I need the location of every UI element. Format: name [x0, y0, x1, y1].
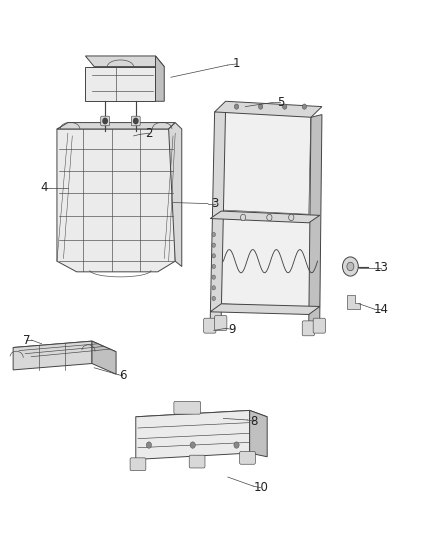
- FancyBboxPatch shape: [101, 116, 110, 126]
- Polygon shape: [210, 109, 226, 320]
- Polygon shape: [13, 341, 116, 360]
- Circle shape: [240, 214, 246, 221]
- Text: 10: 10: [253, 481, 268, 494]
- Polygon shape: [309, 115, 322, 322]
- FancyBboxPatch shape: [130, 458, 146, 471]
- Polygon shape: [210, 304, 320, 314]
- Polygon shape: [85, 67, 155, 101]
- Polygon shape: [221, 213, 320, 308]
- Polygon shape: [85, 56, 164, 67]
- Circle shape: [267, 214, 272, 221]
- Circle shape: [343, 257, 358, 276]
- Circle shape: [258, 104, 263, 109]
- Text: 6: 6: [119, 369, 127, 382]
- Circle shape: [347, 262, 354, 271]
- FancyBboxPatch shape: [313, 318, 325, 333]
- Polygon shape: [347, 295, 360, 309]
- Circle shape: [212, 275, 215, 279]
- Text: 14: 14: [374, 303, 389, 316]
- Polygon shape: [57, 129, 175, 272]
- Polygon shape: [250, 410, 267, 457]
- Circle shape: [212, 243, 215, 247]
- Text: 5: 5: [277, 96, 284, 109]
- Circle shape: [190, 442, 195, 448]
- Polygon shape: [57, 123, 175, 129]
- Circle shape: [212, 254, 215, 258]
- FancyBboxPatch shape: [131, 116, 140, 126]
- Circle shape: [146, 442, 152, 448]
- Circle shape: [212, 232, 215, 237]
- FancyBboxPatch shape: [302, 321, 314, 336]
- FancyBboxPatch shape: [215, 316, 227, 330]
- Circle shape: [289, 214, 294, 221]
- Text: 7: 7: [22, 334, 30, 346]
- Polygon shape: [136, 410, 250, 459]
- Text: 3: 3: [211, 197, 218, 210]
- Polygon shape: [155, 56, 164, 101]
- Text: 8: 8: [251, 415, 258, 427]
- Polygon shape: [136, 410, 267, 423]
- Circle shape: [212, 264, 215, 269]
- Text: 2: 2: [145, 127, 153, 140]
- Circle shape: [234, 442, 239, 448]
- FancyBboxPatch shape: [174, 401, 201, 414]
- Text: 4: 4: [40, 181, 48, 194]
- Polygon shape: [215, 101, 322, 117]
- FancyBboxPatch shape: [189, 455, 205, 468]
- Text: 13: 13: [374, 261, 389, 274]
- Polygon shape: [13, 341, 92, 370]
- Circle shape: [283, 104, 287, 109]
- Text: 1: 1: [233, 58, 240, 70]
- Circle shape: [103, 118, 107, 124]
- Polygon shape: [210, 211, 320, 223]
- Circle shape: [302, 104, 307, 109]
- FancyBboxPatch shape: [204, 318, 216, 333]
- Polygon shape: [221, 102, 311, 214]
- Polygon shape: [92, 341, 116, 374]
- Circle shape: [134, 118, 138, 124]
- Circle shape: [212, 296, 215, 301]
- Text: 9: 9: [228, 323, 236, 336]
- Circle shape: [212, 286, 215, 290]
- FancyBboxPatch shape: [240, 451, 255, 464]
- Circle shape: [234, 104, 239, 109]
- Polygon shape: [169, 123, 182, 266]
